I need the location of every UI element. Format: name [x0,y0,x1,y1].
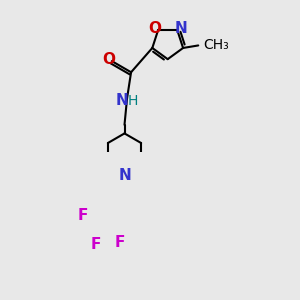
Text: N: N [118,168,131,183]
Text: F: F [77,208,88,223]
Text: N: N [116,93,128,108]
Text: N: N [174,21,187,36]
Text: O: O [148,21,161,36]
Text: O: O [102,52,115,67]
Text: F: F [115,235,125,250]
Text: CH₃: CH₃ [203,38,229,52]
Text: H: H [128,94,138,108]
Text: F: F [91,237,101,252]
